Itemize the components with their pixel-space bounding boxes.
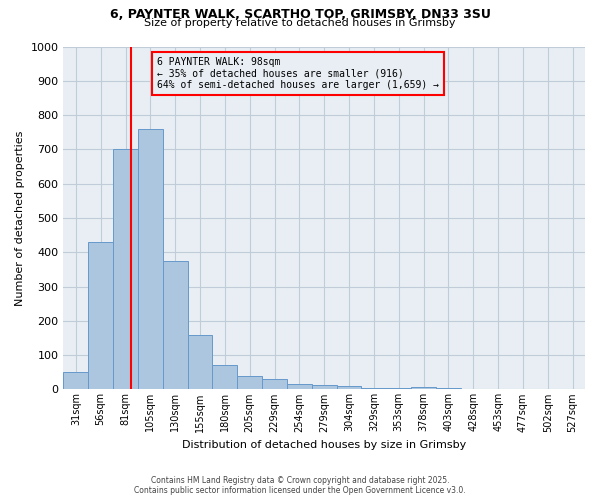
Bar <box>386 388 411 390</box>
Bar <box>312 386 337 390</box>
Bar <box>237 376 262 390</box>
Bar <box>411 386 436 390</box>
Bar <box>138 129 163 390</box>
Text: Size of property relative to detached houses in Grimsby: Size of property relative to detached ho… <box>144 18 456 28</box>
Y-axis label: Number of detached properties: Number of detached properties <box>15 130 25 306</box>
Bar <box>212 364 237 390</box>
Bar <box>436 388 461 390</box>
Bar <box>64 372 88 390</box>
Bar <box>361 388 386 390</box>
Bar <box>163 261 188 390</box>
Bar <box>188 334 212 390</box>
Bar <box>287 384 312 390</box>
Bar <box>337 386 361 390</box>
Bar <box>113 150 138 390</box>
Bar <box>262 379 287 390</box>
Bar <box>88 242 113 390</box>
Text: Contains HM Land Registry data © Crown copyright and database right 2025.
Contai: Contains HM Land Registry data © Crown c… <box>134 476 466 495</box>
X-axis label: Distribution of detached houses by size in Grimsby: Distribution of detached houses by size … <box>182 440 466 450</box>
Text: 6 PAYNTER WALK: 98sqm
← 35% of detached houses are smaller (916)
64% of semi-det: 6 PAYNTER WALK: 98sqm ← 35% of detached … <box>157 57 439 90</box>
Text: 6, PAYNTER WALK, SCARTHO TOP, GRIMSBY, DN33 3SU: 6, PAYNTER WALK, SCARTHO TOP, GRIMSBY, D… <box>110 8 490 20</box>
